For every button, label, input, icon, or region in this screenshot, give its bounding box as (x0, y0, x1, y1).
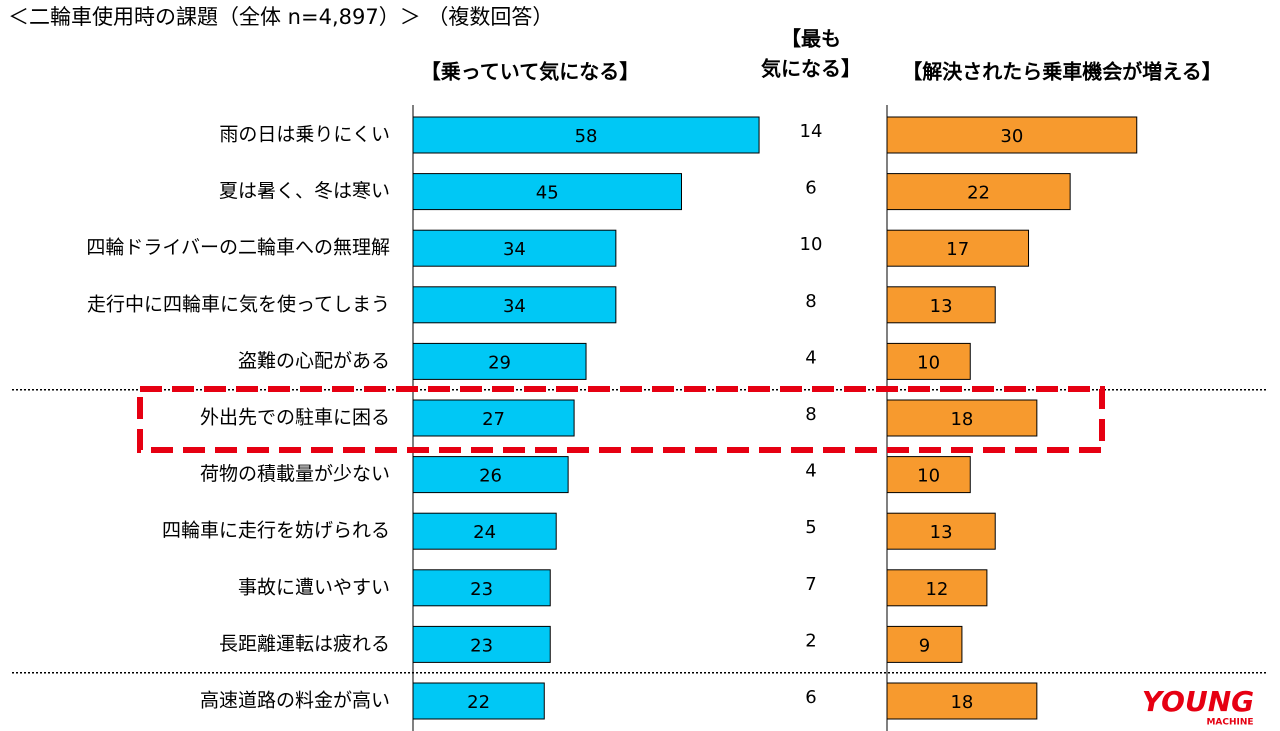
value-text: 10 (800, 234, 823, 255)
value-label: 22 (967, 183, 990, 204)
column-header: 【最も (781, 27, 841, 51)
value-text: 5 (805, 517, 816, 538)
value-text: 6 (805, 178, 816, 199)
value-label: 34 (503, 296, 526, 317)
value-text: 8 (805, 291, 816, 312)
bar (886, 116, 1138, 154)
value-label: 18 (950, 692, 973, 713)
logo: MACHINE (1206, 718, 1253, 728)
value-text: 8 (805, 404, 816, 425)
category-label: 外出先での駐車に困る (200, 407, 390, 429)
value-label: 10 (917, 352, 940, 373)
value-label: 12 (925, 579, 948, 600)
value-label: 29 (488, 352, 511, 373)
highlight-box (137, 386, 1105, 453)
bar (412, 512, 557, 550)
column-header: 【乗っていて気になる】 (421, 60, 639, 84)
value-text: 4 (805, 347, 816, 368)
bar (886, 342, 971, 380)
bar (886, 286, 996, 324)
bar (886, 512, 996, 550)
value-label: 10 (917, 466, 940, 487)
value-text: 14 (800, 121, 823, 142)
value-label: 30 (1000, 126, 1023, 147)
logo: YOUNG (1142, 685, 1254, 718)
chart-title: ＜二輪車使用時の課題（全体 n=4,897）＞ （複数回答） (8, 5, 553, 29)
bar (412, 173, 682, 211)
value-label: 58 (575, 126, 598, 147)
value-label: 34 (503, 239, 526, 260)
value-label: 9 (919, 635, 930, 656)
value-text: 6 (805, 687, 816, 708)
bar (412, 456, 569, 494)
bar (886, 229, 1030, 267)
bar (412, 569, 551, 607)
value-label: 24 (473, 522, 496, 543)
bar (412, 682, 545, 720)
value-label: 45 (536, 183, 559, 204)
bar (886, 625, 963, 663)
value-label: 13 (930, 522, 953, 543)
category-label: 長距離運転は疲れる (219, 633, 390, 655)
category-label: 雨の日は乗りにくい (219, 124, 390, 146)
bar (412, 116, 760, 154)
bar (886, 456, 971, 494)
bar (412, 229, 617, 267)
bar (886, 399, 1038, 437)
category-label: 四輪ドライバーの二輪車への無理解 (86, 237, 390, 259)
category-label: 夏は暑く、冬は寒い (219, 180, 390, 202)
category-label: 荷物の積載量が少ない (200, 463, 390, 485)
category-label: 事故に遭いやすい (238, 576, 390, 598)
bar (412, 625, 551, 663)
bar (412, 399, 575, 437)
column-header: 気になる】 (761, 57, 861, 81)
category-label: 高速道路の料金が高い (200, 690, 390, 712)
bar (886, 682, 1038, 720)
column-header: 【解決されたら乗車機会が増える】 (902, 60, 1221, 84)
value-label: 27 (482, 409, 505, 430)
bar (886, 173, 1071, 211)
value-label: 17 (946, 239, 969, 260)
value-label: 23 (470, 579, 493, 600)
value-label: 13 (930, 296, 953, 317)
category-label: 走行中に四輪車に気を使ってしまう (87, 293, 390, 315)
category-label: 四輪車に走行を妨げられる (162, 520, 390, 542)
bar (412, 342, 587, 380)
value-label: 22 (467, 692, 490, 713)
bar (412, 286, 617, 324)
category-label: 盗難の心配がある (238, 350, 390, 372)
bar (886, 569, 988, 607)
value-label: 26 (479, 466, 502, 487)
value-label: 23 (470, 635, 493, 656)
value-text: 7 (805, 574, 816, 595)
value-text: 2 (805, 630, 816, 651)
value-text: 4 (805, 461, 816, 482)
value-label: 18 (950, 409, 973, 430)
